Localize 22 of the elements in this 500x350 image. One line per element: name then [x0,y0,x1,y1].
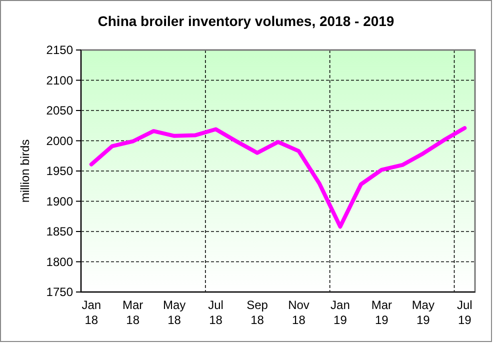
y-tick-label: 2000 [46,134,74,148]
x-tick-label: Jan 19 [330,298,350,327]
chart-title: China broiler inventory volumes, 2018 - 2019 [98,13,394,29]
x-tick-label: May 18 [162,298,186,327]
y-axis-title: million birds [18,139,32,203]
y-tick-label: 1750 [46,285,74,300]
x-tick-label: Jan 18 [82,298,102,327]
x-tick-label: May 19 [412,298,434,327]
y-tick-label: 1850 [46,224,74,239]
x-tick-label: Jul 18 [208,298,224,327]
y-tick-label: 1900 [46,194,74,208]
x-tick-label: Nov 18 [288,298,310,327]
y-tick-label: 2100 [46,73,74,88]
x-tick-label: Jul 19 [456,298,472,327]
line-series [89,126,467,229]
x-tick-label: Sep 18 [246,298,268,327]
x-tick-label: Mar 18 [122,298,144,327]
y-tick-label: 2050 [46,104,74,118]
y-tick-label: 1950 [46,164,74,178]
y-tick-label: 2150 [46,43,74,58]
y-tick-label: 1800 [46,254,74,269]
x-tick-label: Mar 19 [371,298,392,327]
